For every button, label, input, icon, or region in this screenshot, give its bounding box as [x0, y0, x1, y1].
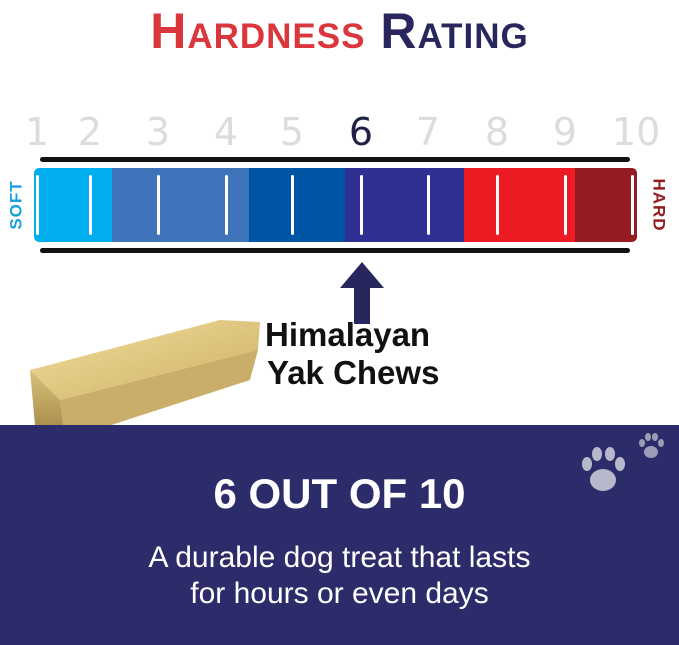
scale-tick — [225, 175, 228, 235]
segment — [575, 168, 637, 242]
segment — [34, 168, 112, 242]
scale-tick — [631, 175, 634, 235]
segment — [249, 168, 345, 242]
page-title: Hardness Rating — [150, 3, 529, 59]
product-name: Himalayan Yak Chews — [265, 316, 440, 391]
scale-tick — [496, 175, 499, 235]
scale-tick — [291, 175, 294, 235]
segment — [112, 168, 249, 242]
scale-tick — [89, 175, 92, 235]
scale-number: 3 — [145, 110, 171, 154]
paw-print-icon — [582, 433, 664, 491]
soft-label: SOFT — [6, 180, 26, 230]
scale-tick — [427, 175, 430, 235]
rating-headline: 6 OUT OF 10 — [213, 470, 466, 517]
scale-rail-bottom — [40, 248, 630, 253]
scale-rail-top — [40, 157, 630, 162]
hard-label: HARD — [649, 178, 669, 232]
scale-tick — [564, 175, 567, 235]
scale-tick — [36, 175, 39, 235]
scale-number: 10 — [612, 110, 661, 154]
scale-number: 7 — [415, 110, 441, 154]
scale-number: 9 — [552, 110, 578, 154]
scale-tick — [157, 175, 160, 235]
scale-tick — [360, 175, 363, 235]
rating-description: A durable dog treat that lasts for hours … — [148, 541, 531, 610]
scale-number: 1 — [24, 110, 50, 154]
summary-panel — [0, 425, 679, 645]
arrow-up-icon — [340, 262, 384, 324]
scale-number: 4 — [213, 110, 239, 154]
hardness-scale-bar — [34, 168, 637, 242]
scale-number: 5 — [279, 110, 305, 154]
segment — [345, 168, 464, 242]
yak-chew-image — [30, 320, 260, 440]
scale-number: 6 — [348, 110, 374, 154]
scale-number: 2 — [77, 110, 103, 154]
scale-number: 8 — [484, 110, 510, 154]
segment — [464, 168, 575, 242]
